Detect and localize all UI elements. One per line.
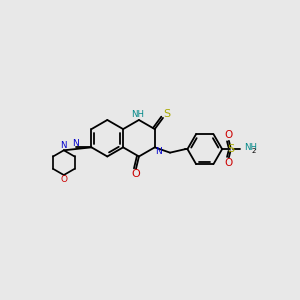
Text: O: O [225,158,233,168]
Text: NH: NH [131,110,144,119]
Text: O: O [131,169,140,179]
Text: S: S [227,144,234,154]
Text: S: S [163,110,170,119]
Text: N: N [155,147,162,156]
Text: 2: 2 [252,148,256,154]
Text: N: N [61,141,67,150]
Text: NH: NH [244,143,256,152]
Text: N: N [73,139,79,148]
Text: O: O [60,175,67,184]
Text: O: O [225,130,233,140]
